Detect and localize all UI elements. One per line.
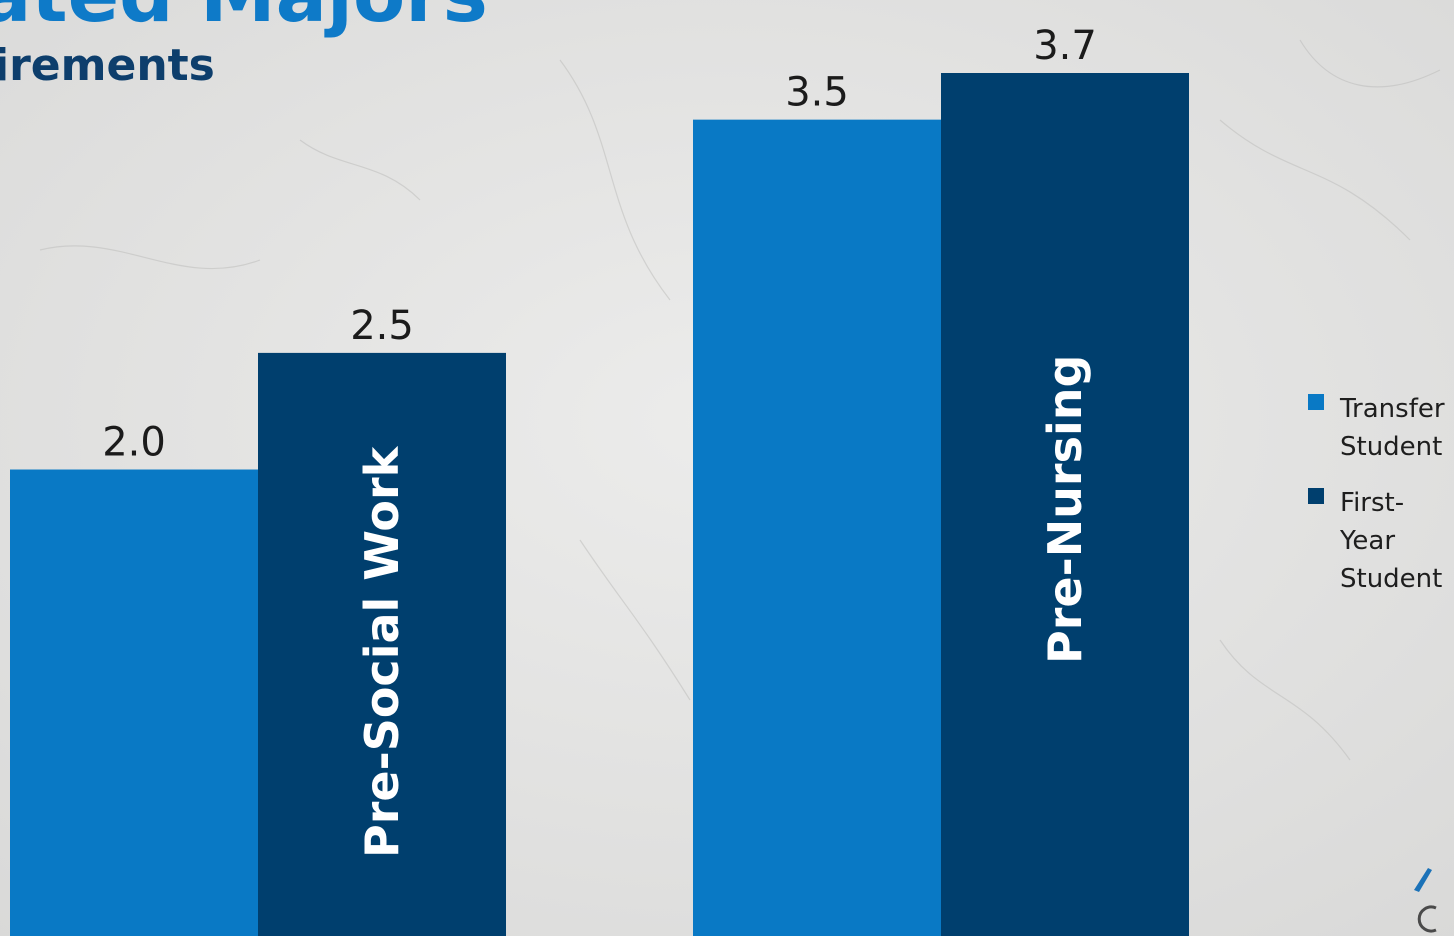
value-label-pre-social-work-first-year-student: 2.5 bbox=[350, 303, 414, 349]
slide-subtitle: irements bbox=[0, 40, 215, 91]
value-label-pre-nursing-first-year-student: 3.7 bbox=[1033, 23, 1097, 69]
legend-label-first-year-student: First-Year Student bbox=[1340, 488, 1443, 594]
category-labels-layer: Pre-Social Work Pre-Nursing bbox=[355, 355, 1092, 858]
value-labels-layer: 2.0 2.5 3.5 3.7 bbox=[102, 23, 1097, 466]
bar-pre-social-work-transfer-student bbox=[10, 469, 258, 936]
bar-pre-social-work-first-year-student bbox=[258, 352, 506, 936]
value-label-pre-nursing-transfer-student: 3.5 bbox=[785, 70, 849, 116]
bar-pre-nursing-transfer-student bbox=[693, 119, 941, 936]
legend-swatch-transfer-student bbox=[1308, 394, 1324, 410]
legend-item-first-year-student: First-Year Student bbox=[1306, 484, 1454, 598]
bars-layer bbox=[10, 73, 1189, 936]
bar-pre-nursing-first-year-student bbox=[941, 73, 1189, 936]
chart-legend: Transfer Student First-Year Student bbox=[1306, 390, 1454, 616]
legend-item-transfer-student: Transfer Student bbox=[1306, 390, 1454, 466]
legend-label-transfer-student: Transfer Student bbox=[1340, 394, 1445, 462]
category-label-pre-social-work: Pre-Social Work bbox=[355, 445, 409, 858]
category-label-pre-nursing: Pre-Nursing bbox=[1038, 355, 1092, 664]
value-label-pre-social-work-transfer-student: 2.0 bbox=[102, 420, 166, 466]
slide-title: ated Majors bbox=[0, 0, 488, 39]
legend-swatch-first-year-student bbox=[1308, 488, 1324, 504]
logo-partial bbox=[1414, 868, 1437, 933]
